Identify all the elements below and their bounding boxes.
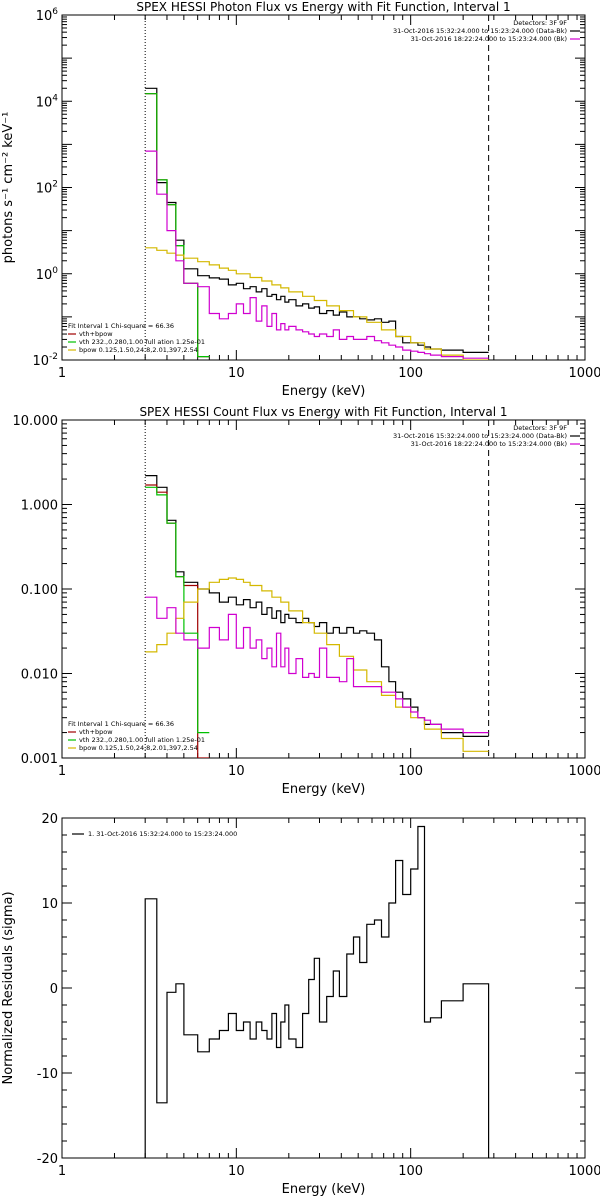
y-tick-label: 10 bbox=[41, 897, 58, 912]
y-tick-label: 0 bbox=[50, 982, 58, 997]
chart-title: SPEX HESSI Count Flux vs Energy with Fit… bbox=[139, 405, 507, 419]
series-group bbox=[144, 825, 490, 1158]
y-tick-label: 1.000 bbox=[21, 499, 58, 514]
fit-legend-entry: bpow 0.125,1.50,24.8,2.01,397,2.54 bbox=[79, 346, 198, 354]
x-tick-label: 1000 bbox=[568, 764, 600, 779]
x-tick-label: 100 bbox=[398, 1164, 423, 1179]
legend-entry: 31-Oct-2016 18:22:24.000 to 15:23:24.000… bbox=[411, 440, 567, 448]
legend-entry: 31-Oct-2016 15:32:24.000 to 15:23:24.000… bbox=[393, 27, 567, 35]
x-tick-label: 10 bbox=[228, 366, 245, 381]
series-total bbox=[145, 87, 489, 353]
series-bk bbox=[145, 596, 489, 734]
x-tick-label: 100 bbox=[398, 764, 423, 779]
plot-frame bbox=[61, 817, 586, 1159]
y-tick-label: 102 bbox=[36, 180, 58, 197]
x-tick-label: 1 bbox=[58, 1164, 66, 1179]
y-tick-exp: 0 bbox=[52, 266, 58, 276]
x-axis-label: Energy (keV) bbox=[282, 384, 366, 399]
y-tick-label: 0.001 bbox=[21, 752, 58, 767]
series-group bbox=[145, 87, 489, 360]
x-tick-label: 10 bbox=[228, 764, 245, 779]
fit-legend-entry: vth 232.,0.280,1.00 full ation 1.25e-01 bbox=[79, 736, 205, 744]
series-vth bbox=[145, 93, 210, 358]
plot-frame bbox=[61, 14, 586, 361]
series-model bbox=[145, 484, 210, 758]
residuals-panel: 1 10 100 1000 -20 -10 0 10 20 Energy (keV) Normali… bbox=[1, 812, 600, 1197]
x-tick-label: 1000 bbox=[568, 1164, 600, 1179]
y-tick-base: 10 bbox=[32, 354, 49, 369]
series-resid bbox=[144, 825, 490, 1158]
y-tick-label: 10.000 bbox=[13, 414, 59, 429]
y-tick-base: 10 bbox=[36, 95, 53, 110]
y-tick-label: 100 bbox=[36, 266, 59, 283]
y-tick-label: 0.010 bbox=[21, 668, 58, 683]
y-tick-base: 10 bbox=[36, 268, 53, 283]
count-flux-panel: 1 10 100 1000 0.001 0.010 0.100 1.000 10.000 SPEX… bbox=[13, 405, 600, 797]
y-tick-exp: 2 bbox=[52, 180, 58, 190]
x-tick-label: 1 bbox=[58, 764, 66, 779]
y-tick-label: -10 bbox=[37, 1067, 58, 1082]
y-tick-label: -20 bbox=[37, 1152, 58, 1167]
y-tick-label: 0.100 bbox=[21, 583, 58, 598]
fit-legend-header: Fit Interval 1 Chi-square = 66.36 bbox=[68, 720, 174, 728]
legend-header: Detectors: 3F 9F bbox=[513, 19, 567, 27]
series-bpow bbox=[145, 577, 489, 752]
x-tick-label: 1 bbox=[58, 366, 66, 381]
series-group bbox=[145, 475, 489, 758]
y-tick-base: 10 bbox=[36, 9, 53, 24]
chart-title: SPEX HESSI Photon Flux vs Energy with Fi… bbox=[136, 0, 510, 14]
y-tick-exp: -2 bbox=[49, 352, 58, 362]
plot-frame bbox=[61, 419, 586, 759]
y-axis-label: Normalized Residuals (sigma) bbox=[1, 891, 16, 1084]
fit-legend-entry: vth 232.,0.280,1.00 full ation 1.25e-01 bbox=[79, 338, 205, 346]
x-tick-label: 100 bbox=[398, 366, 423, 381]
fit-legend-header: Fit Interval 1 Chi-square = 66.36 bbox=[68, 322, 174, 330]
x-tick-label: 1000 bbox=[568, 366, 600, 381]
legend-header: Detectors: 3F 9F bbox=[513, 424, 567, 432]
series-bk bbox=[145, 150, 489, 359]
x-axis-label: Energy (keV) bbox=[282, 782, 366, 797]
y-tick-exp: 4 bbox=[52, 93, 58, 103]
y-tick-label: 106 bbox=[36, 7, 59, 24]
y-tick-base: 10 bbox=[36, 182, 53, 197]
legend-entry: 31-Oct-2016 15:32:24.000 to 15:23:24.000… bbox=[393, 432, 567, 440]
legend-entry: 31-Oct-2016 18:22:24.000 to 15:23:24.000… bbox=[411, 35, 567, 43]
series-total bbox=[145, 475, 489, 737]
series-bpow bbox=[145, 247, 489, 360]
series-model bbox=[145, 93, 210, 358]
y-tick-label: 20 bbox=[41, 812, 58, 827]
series-vth bbox=[145, 486, 210, 734]
x-tick-label: 10 bbox=[228, 1164, 245, 1179]
y-tick-label: 10-2 bbox=[32, 352, 58, 369]
fit-legend-entry: bpow 0.125,1.50,24.8,2.01,397,2.54 bbox=[79, 744, 198, 752]
y-tick-label: 104 bbox=[36, 93, 59, 110]
resid-legend-entry: 1. 31-Oct-2016 15:32:24.000 to 15:23:24.… bbox=[88, 830, 237, 838]
y-tick-exp: 6 bbox=[52, 7, 58, 17]
fit-legend-entry: vth+bpow bbox=[79, 330, 113, 338]
fit-legend-entry: vth+bpow bbox=[79, 728, 113, 736]
y-axis-label: photons s⁻¹ cm⁻² keV⁻¹ bbox=[1, 112, 16, 264]
x-axis-label: Energy (keV) bbox=[282, 1182, 366, 1197]
